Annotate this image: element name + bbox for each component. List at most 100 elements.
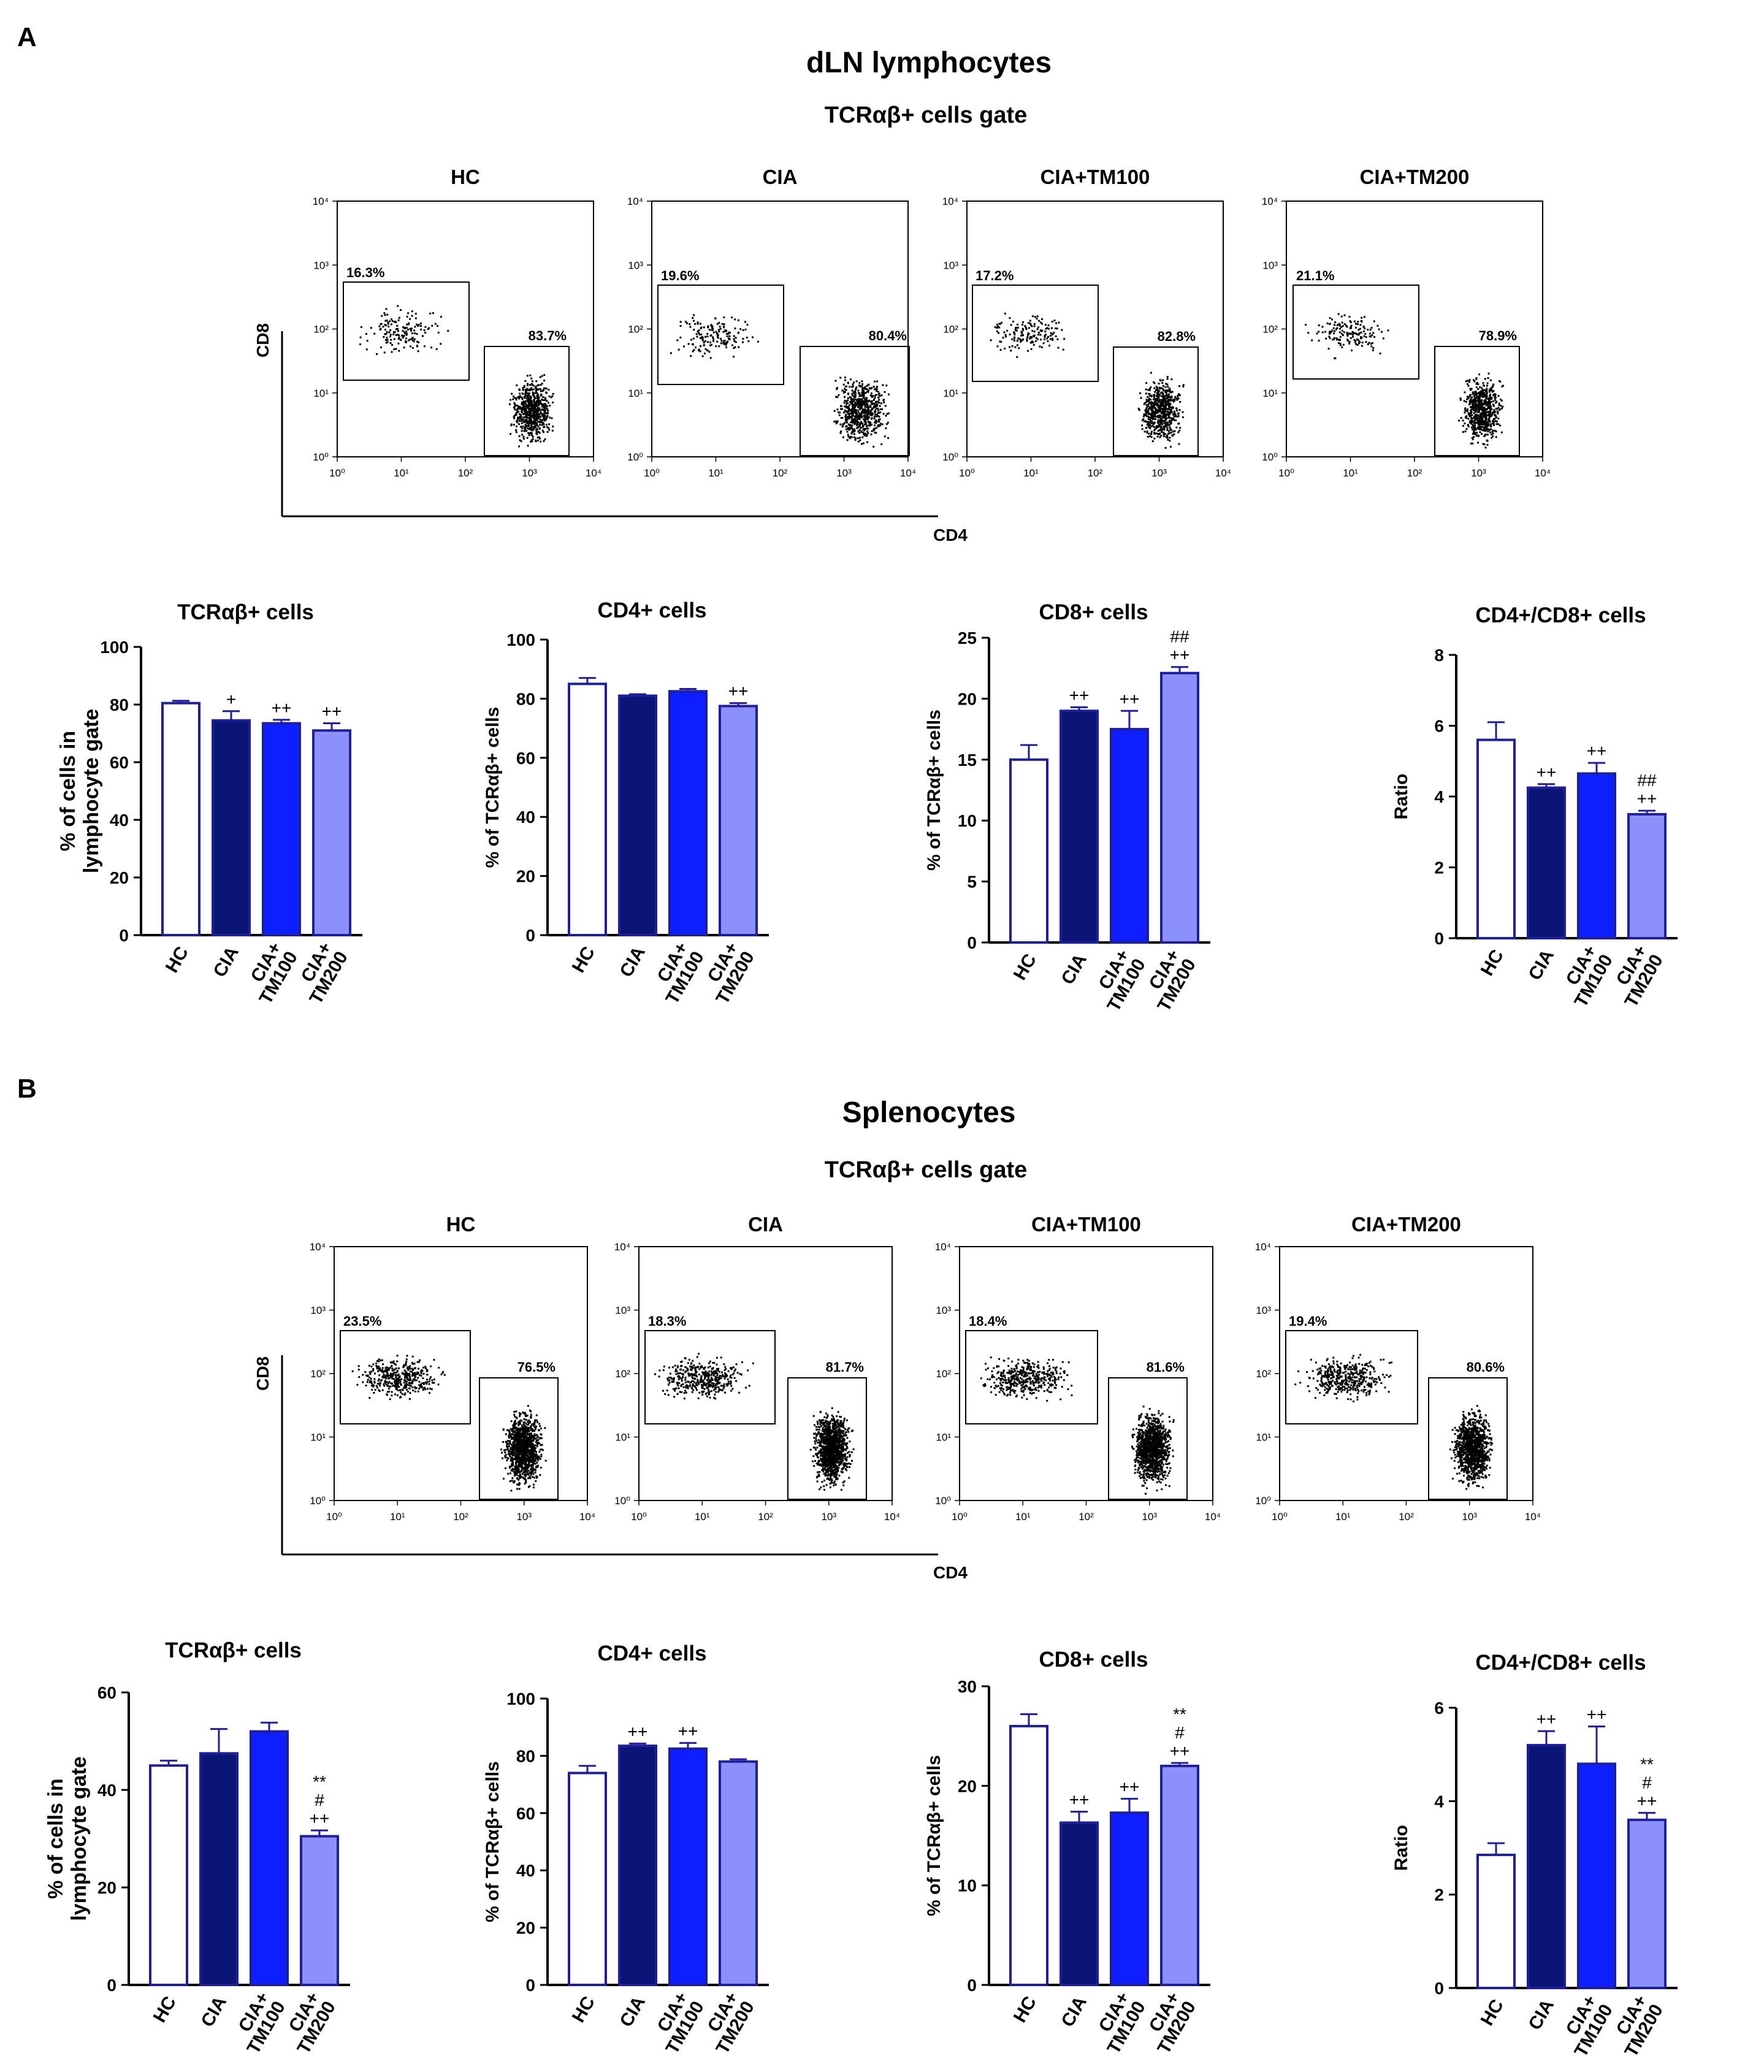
y-tick-label: 20 <box>110 868 129 887</box>
y-tick-label: 40 <box>110 811 129 830</box>
chart-title: TCRαβ+ cells <box>165 1638 302 1662</box>
significance-mark: ++ <box>1069 1791 1090 1810</box>
y-tick-label: 10³ <box>1256 1305 1271 1317</box>
category-label: CIA+TM100 <box>1088 1989 1150 2057</box>
significance-mark: ++ <box>678 1721 698 1740</box>
significance-mark: ++ <box>1120 689 1140 708</box>
event-dots <box>1294 1353 1494 1490</box>
y-tick-label: 10³ <box>310 1305 326 1317</box>
y-axis-label: % of TCRαβ+ cells <box>483 707 503 868</box>
y-tick-label: 10² <box>615 1368 630 1380</box>
cd8-gate <box>343 281 470 381</box>
event-dots <box>1305 313 1504 449</box>
y-tick-label: 30 <box>958 1677 977 1696</box>
flow-plot-title: CIA+TM100 <box>1031 1213 1141 1236</box>
y-tick-label: 60 <box>110 753 129 772</box>
category-label: CIA+TM200 <box>290 939 352 1007</box>
flow-plot-title: CIA+TM200 <box>1360 166 1470 188</box>
y-tick-label: 0 <box>1434 929 1444 948</box>
cd4-gate <box>800 346 910 456</box>
cd4-gate-percent: 80.6% <box>1467 1359 1505 1375</box>
y-tick-label: 20 <box>97 1878 116 1897</box>
y-tick-label: 20 <box>958 1776 977 1795</box>
gate-title: TCRαβ+ cells gate <box>825 102 1028 128</box>
bar <box>212 719 251 936</box>
event-dots <box>351 1355 547 1492</box>
bar <box>1577 772 1616 940</box>
bar <box>1060 709 1099 944</box>
y-tick-label: 10⁴ <box>310 1241 326 1253</box>
y-tick-label: 40 <box>516 1861 535 1880</box>
category-label: HC <box>1010 1993 1040 2026</box>
cd8-axis-label: CD8 <box>253 1356 272 1391</box>
cd4-gate <box>1108 1377 1188 1500</box>
y-tick-label: 10⁰ <box>627 451 643 463</box>
x-tick-label: 10² <box>1079 1511 1094 1523</box>
flow-plot-title: CIA <box>748 1213 783 1236</box>
cd8-axis-label: CD8 <box>253 323 272 357</box>
y-axis-label: Ratio <box>1391 774 1411 820</box>
chart-title: TCRαβ+ cells <box>177 600 314 624</box>
significance-mark: + <box>226 690 236 709</box>
bar <box>300 1835 339 1986</box>
x-tick-label: 10³ <box>821 1511 836 1523</box>
bar <box>1577 1762 1616 1989</box>
bar <box>1527 1743 1566 1990</box>
y-tick-label: 10² <box>310 1368 326 1380</box>
bar <box>250 1730 289 1987</box>
gate-title: TCRαβ+ cells gate <box>825 1157 1028 1183</box>
x-tick-label: 10¹ <box>1023 467 1039 479</box>
category-label: CIA+TM200 <box>1605 1992 1667 2060</box>
event-dots <box>990 312 1185 449</box>
y-tick-label: 80 <box>516 1746 535 1765</box>
x-tick-label: 10⁴ <box>586 467 601 479</box>
bar <box>568 682 607 937</box>
cd8-gate <box>972 285 1099 382</box>
bar-chart: CD4+/CD8+ cells 0 2 4 6 Ratio HC ++ CIA ++ CIA+TM1… <box>1391 1651 1678 2060</box>
x-tick-label: 10³ <box>1462 1511 1477 1523</box>
y-tick-label: 4 <box>1434 787 1444 806</box>
bar <box>312 729 351 937</box>
y-tick-label: 10¹ <box>1256 1432 1271 1443</box>
category-label: CIA+TM100 <box>240 939 302 1007</box>
y-tick-label: 0 <box>967 933 977 952</box>
cd4-gate <box>479 1377 559 1500</box>
y-tick-label: 10² <box>936 1368 951 1380</box>
x-tick-label: 10² <box>758 1511 773 1523</box>
category-label: CIA+TM100 <box>646 939 708 1007</box>
category-label: HC <box>162 943 193 976</box>
bar <box>1160 671 1199 944</box>
category-label: CIA <box>1525 1996 1558 2033</box>
category-label: CIA <box>616 1993 649 2030</box>
flow-plot-title: CIA+TM100 <box>1040 166 1150 188</box>
x-tick-label: 10⁴ <box>579 1511 595 1523</box>
x-tick-label: 10² <box>773 467 788 479</box>
cd8-gate <box>1285 1330 1418 1424</box>
y-tick-label: 6 <box>1434 717 1444 736</box>
y-tick-label: 40 <box>516 808 535 827</box>
y-tick-label: 10² <box>943 324 958 335</box>
x-tick-label: 10⁴ <box>900 467 916 479</box>
x-tick-label: 10² <box>458 467 473 479</box>
category-label: CIA <box>616 943 649 981</box>
x-tick-label: 10⁰ <box>952 1511 968 1523</box>
y-tick-label: 10⁴ <box>1262 196 1278 207</box>
y-tick-label: 10¹ <box>628 388 643 399</box>
bar <box>668 1747 708 1987</box>
y-tick-label: 20 <box>516 867 535 886</box>
category-label: CIA+TM100 <box>1088 946 1150 1015</box>
x-tick-label: 10³ <box>516 1511 532 1523</box>
event-dots <box>980 1356 1175 1495</box>
category-label: CIA+TM200 <box>697 1989 758 2057</box>
cd4-axis-label: CD4 <box>933 1563 968 1582</box>
y-tick-label: 10¹ <box>943 388 958 399</box>
cd8-gate-percent: 17.2% <box>976 268 1014 283</box>
x-tick-label: 10⁰ <box>1278 467 1294 479</box>
bar <box>1160 1764 1199 1987</box>
x-tick-label: 10² <box>453 1511 468 1523</box>
cd8-gate <box>657 285 784 385</box>
cd8-gate-percent: 18.4% <box>969 1313 1007 1329</box>
category-label: CIA <box>197 1993 231 2030</box>
